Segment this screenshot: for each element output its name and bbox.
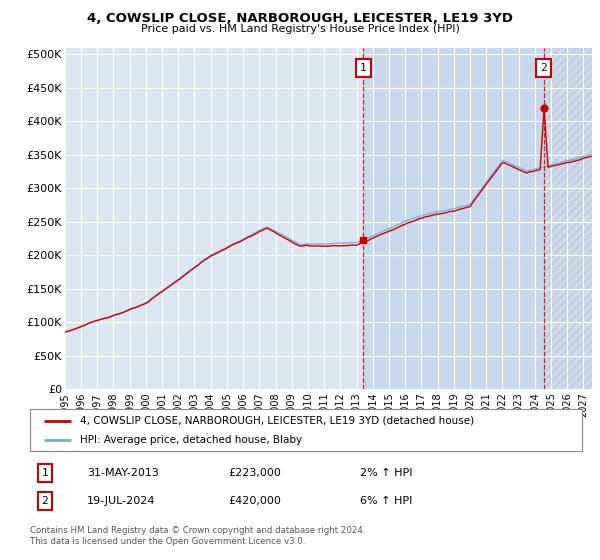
Text: Contains HM Land Registry data © Crown copyright and database right 2024.
This d: Contains HM Land Registry data © Crown c…: [30, 526, 365, 546]
Bar: [544, 48, 592, 389]
Text: 4, COWSLIP CLOSE, NARBOROUGH, LEICESTER, LE19 3YD: 4, COWSLIP CLOSE, NARBOROUGH, LEICESTER,…: [87, 12, 513, 25]
Text: 19-JUL-2024: 19-JUL-2024: [87, 496, 155, 506]
Text: 1: 1: [360, 63, 367, 73]
Text: 31-MAY-2013: 31-MAY-2013: [87, 468, 159, 478]
Text: 2: 2: [41, 496, 49, 506]
Text: 6% ↑ HPI: 6% ↑ HPI: [360, 496, 412, 506]
Text: 2% ↑ HPI: 2% ↑ HPI: [360, 468, 413, 478]
Bar: [544, 48, 592, 389]
Text: £420,000: £420,000: [228, 496, 281, 506]
Text: Price paid vs. HM Land Registry's House Price Index (HPI): Price paid vs. HM Land Registry's House …: [140, 24, 460, 34]
Bar: [364, 48, 592, 389]
Text: HPI: Average price, detached house, Blaby: HPI: Average price, detached house, Blab…: [80, 435, 302, 445]
Text: 2: 2: [540, 63, 547, 73]
Text: 4, COWSLIP CLOSE, NARBOROUGH, LEICESTER, LE19 3YD (detached house): 4, COWSLIP CLOSE, NARBOROUGH, LEICESTER,…: [80, 416, 474, 426]
Text: 1: 1: [41, 468, 49, 478]
Text: £223,000: £223,000: [228, 468, 281, 478]
